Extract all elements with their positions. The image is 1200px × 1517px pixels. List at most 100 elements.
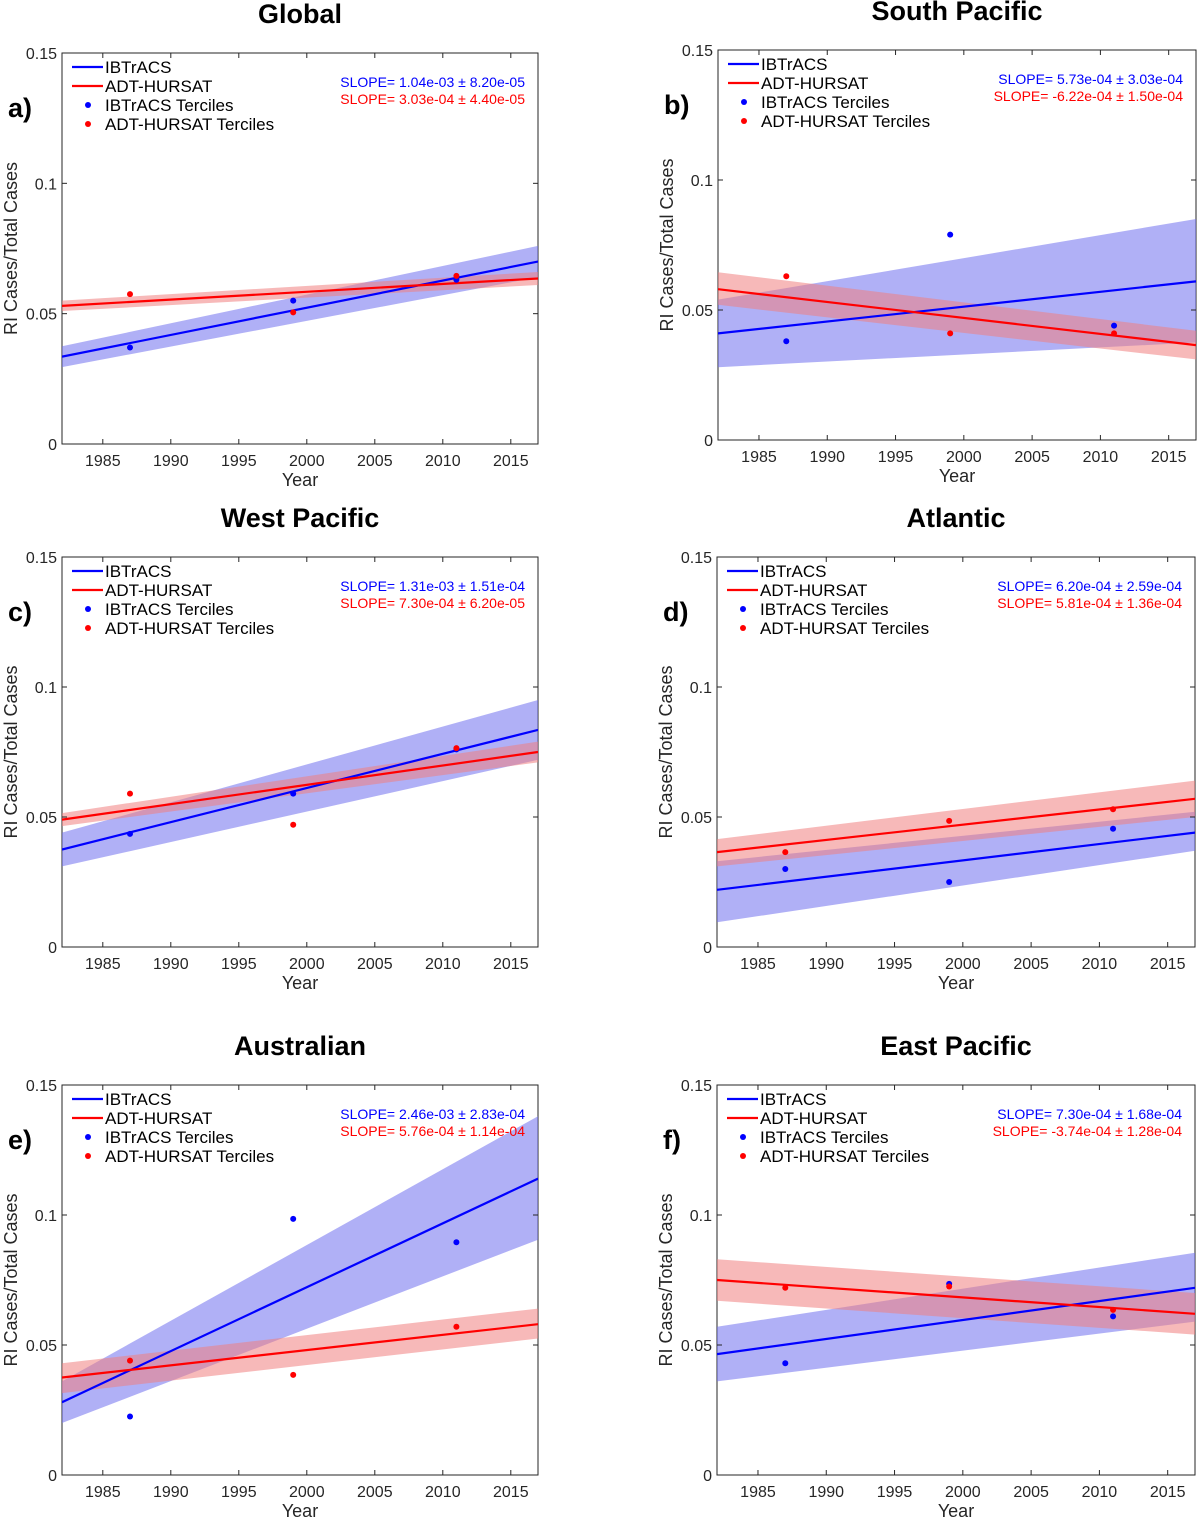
tercile-point-ibtracs <box>127 344 133 351</box>
panel-label: f) <box>663 1125 681 1155</box>
x-tick-label: 1985 <box>740 956 776 973</box>
y-tick-label: 0 <box>703 940 712 957</box>
y-tick-label: 0.15 <box>681 550 712 567</box>
panel-title: South Pacific <box>871 0 1042 26</box>
y-axis-label: RI Cases/Total Cases <box>1 1193 21 1366</box>
y-tick-label: 0.05 <box>681 1338 712 1355</box>
plot-area <box>62 700 538 867</box>
y-axis-label: RI Cases/Total Cases <box>656 665 676 838</box>
x-tick-label: 2000 <box>289 453 325 470</box>
panel-west-pacific: West Pacific 1985 1990 1995 2000 2005 2010 2015… <box>1 503 539 993</box>
tercile-point-adt-hursat <box>127 291 133 298</box>
x-axis-label: Year <box>938 973 974 993</box>
x-axis-label: Year <box>282 470 318 490</box>
trend-line-adt-hursat <box>62 750 538 821</box>
y-tick-label: 0.15 <box>682 43 713 60</box>
x-tick-label: 2005 <box>1014 449 1050 466</box>
legend-label: ADT-HURSAT Terciles <box>761 112 930 131</box>
tercile-point-adt-hursat <box>783 273 790 280</box>
x-tick-label: 2010 <box>425 453 461 470</box>
legend-label: ADT-HURSAT <box>105 581 212 600</box>
tercile-point-ibtracs <box>127 830 133 837</box>
y-tick-label: 0 <box>48 437 57 454</box>
confidence-band-adt-hursat <box>62 741 538 827</box>
trend-line-adt-hursat <box>62 1323 538 1379</box>
legend-marker-ibtracs <box>85 1134 91 1140</box>
legend-label: IBTrACS Terciles <box>105 1128 233 1147</box>
slope-annotation-ibtracs: SLOPE= 1.04e-03 ± 8.20e-05 <box>340 74 525 90</box>
tercile-point-adt-hursat <box>127 790 133 797</box>
x-axis-label: Year <box>282 1501 318 1517</box>
slope-annotation-ibtracs: SLOPE= 2.46e-03 ± 2.83e-04 <box>340 1106 525 1122</box>
panel-label: a) <box>8 93 32 123</box>
panel-label: c) <box>8 597 32 627</box>
x-tick-label: 1995 <box>878 449 914 466</box>
x-tick-label: 1995 <box>221 956 257 973</box>
tercile-point-adt-hursat <box>290 1371 297 1378</box>
legend-label: IBTrACS <box>760 1090 826 1109</box>
legend-marker-adt-hursat <box>740 625 746 631</box>
x-tick-label: 2015 <box>1150 1484 1186 1501</box>
legend-marker-adt-hursat <box>85 625 91 631</box>
tercile-point-adt-hursat <box>1111 330 1118 337</box>
trend-line-adt-hursat <box>62 277 538 307</box>
x-tick-label: 2000 <box>289 956 325 973</box>
x-tick-label: 2005 <box>357 1484 393 1501</box>
legend-label: IBTrACS <box>760 562 826 581</box>
legend-label: IBTrACS Terciles <box>105 96 233 115</box>
x-tick-label: 1995 <box>877 956 913 973</box>
legend-label: ADT-HURSAT <box>760 1109 867 1128</box>
tercile-point-adt-hursat <box>1110 806 1117 813</box>
x-tick-label: 1985 <box>85 453 121 470</box>
tercile-point-ibtracs <box>290 297 297 304</box>
x-tick-label: 2005 <box>357 453 393 470</box>
slope-annotation-ibtracs: SLOPE= 5.73e-04 ± 3.03e-04 <box>998 71 1183 87</box>
tercile-point-adt-hursat <box>453 272 460 279</box>
confidence-band-adt-hursat <box>717 780 1195 867</box>
plot-area <box>717 1252 1195 1382</box>
x-tick-label: 2015 <box>493 453 529 470</box>
legend-label: IBTrACS <box>105 58 171 77</box>
tercile-point-adt-hursat <box>127 1357 133 1364</box>
legend-marker-ibtracs <box>85 606 91 612</box>
legend-marker-adt-hursat <box>741 118 747 124</box>
legend-marker-ibtracs <box>85 102 91 108</box>
x-tick-label: 2015 <box>1151 449 1187 466</box>
legend-label: ADT-HURSAT Terciles <box>105 619 274 638</box>
legend-marker-adt-hursat <box>85 121 91 127</box>
tercile-point-ibtracs <box>290 1215 297 1222</box>
legend-label: IBTrACS Terciles <box>761 93 889 112</box>
x-tick-label: 1995 <box>221 453 257 470</box>
panel-label: e) <box>8 1125 32 1155</box>
y-axis-label: RI Cases/Total Cases <box>657 158 677 331</box>
panel-global: Global 1985 1990 1995 2000 2005 2010 2015 0 0.05 0… <box>1 0 539 490</box>
x-tick-label: 1985 <box>741 449 777 466</box>
panel-label: d) <box>663 597 688 627</box>
tercile-point-adt-hursat <box>782 849 789 856</box>
y-tick-label: 0.05 <box>26 810 57 827</box>
legend-label: ADT-HURSAT <box>105 77 212 96</box>
x-axis-label: Year <box>939 466 975 486</box>
legend-label: ADT-HURSAT Terciles <box>760 1147 929 1166</box>
tercile-point-adt-hursat <box>453 1323 460 1330</box>
legend-label: ADT-HURSAT Terciles <box>760 619 929 638</box>
confidence-band-ibtracs <box>717 811 1195 923</box>
slope-annotation-adt-hursat: SLOPE= -6.22e-04 ± 1.50e-04 <box>994 88 1184 104</box>
y-tick-label: 0.05 <box>26 1338 57 1355</box>
x-axis-label: Year <box>282 973 318 993</box>
y-tick-label: 0.15 <box>26 550 57 567</box>
tercile-point-adt-hursat <box>782 1284 789 1291</box>
tercile-point-adt-hursat <box>290 821 297 828</box>
x-tick-label: 2000 <box>945 956 981 973</box>
x-tick-label: 1985 <box>740 1484 776 1501</box>
slope-annotation-adt-hursat: SLOPE= 7.30e-04 ± 6.20e-05 <box>340 595 525 611</box>
legend-marker-ibtracs <box>741 99 747 105</box>
confidence-band-ibtracs <box>62 245 538 368</box>
legend-label: ADT-HURSAT <box>761 74 868 93</box>
tercile-point-ibtracs <box>290 790 297 797</box>
tercile-point-adt-hursat <box>946 817 953 824</box>
x-tick-label: 2010 <box>425 956 461 973</box>
legend-label: ADT-HURSAT <box>760 581 867 600</box>
